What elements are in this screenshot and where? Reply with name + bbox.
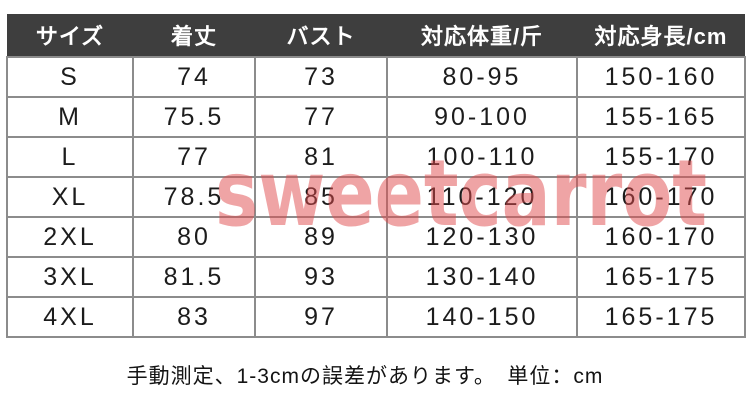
value-cell: 80 [132,216,256,258]
size-cell: 3XL [6,256,134,298]
size-chart-table: サイズ 着丈 バスト 対応体重/斤 対応身長/cm S 74 73 80-95 … [6,14,746,338]
value-cell: 130-140 [386,256,578,298]
value-cell: 155-165 [576,96,746,138]
value-cell: 81 [254,136,388,178]
value-cell: 73 [254,56,388,98]
value-cell: 80-95 [386,56,578,98]
value-cell: 75.5 [132,96,256,138]
value-cell: 155-170 [576,136,746,178]
value-cell: 90-100 [386,96,578,138]
value-cell: 93 [254,256,388,298]
value-cell: 120-130 [386,216,578,258]
value-cell: 165-175 [576,296,746,338]
value-cell: 83 [132,296,256,338]
header-cell-height: 対応身長/cm [577,14,745,57]
table-row-s: S 74 73 80-95 150-160 [6,56,746,98]
header-cell-bust: バスト [255,14,387,57]
header-cell-length: 着丈 [133,14,255,57]
size-cell: 2XL [6,216,134,258]
value-cell: 97 [254,296,388,338]
size-cell: 4XL [6,296,134,338]
table-row-l: L 77 81 100-110 155-170 [6,136,746,178]
value-cell: 89 [254,216,388,258]
table-row-3xl: 3XL 81.5 93 130-140 165-175 [6,256,746,298]
value-cell: 150-160 [576,56,746,98]
header-cell-size: サイズ [7,14,133,57]
value-cell: 77 [132,136,256,178]
size-cell: S [6,56,134,98]
value-cell: 78.5 [132,176,256,218]
size-cell: M [6,96,134,138]
value-cell: 77 [254,96,388,138]
measurement-footnote: 手動測定、1-3cmの誤差があります。 単位：cm [126,365,604,388]
table-row-m: M 75.5 77 90-100 155-165 [6,96,746,138]
table-row-xl: XL 78.5 85 110-120 160-170 [6,176,746,218]
table-row-2xl: 2XL 80 89 120-130 160-170 [6,216,746,258]
value-cell: 160-170 [576,176,746,218]
table-row-4xl: 4XL 83 97 140-150 165-175 [6,296,746,338]
value-cell: 160-170 [576,216,746,258]
size-cell: XL [6,176,134,218]
value-cell: 74 [132,56,256,98]
value-cell: 81.5 [132,256,256,298]
size-cell: L [6,136,134,178]
value-cell: 140-150 [386,296,578,338]
header-cell-weight: 対応体重/斤 [387,14,577,57]
size-chart-header-row: サイズ 着丈 バスト 対応体重/斤 対応身長/cm [7,14,745,57]
value-cell: 100-110 [386,136,578,178]
value-cell: 165-175 [576,256,746,298]
value-cell: 85 [254,176,388,218]
value-cell: 110-120 [386,176,578,218]
